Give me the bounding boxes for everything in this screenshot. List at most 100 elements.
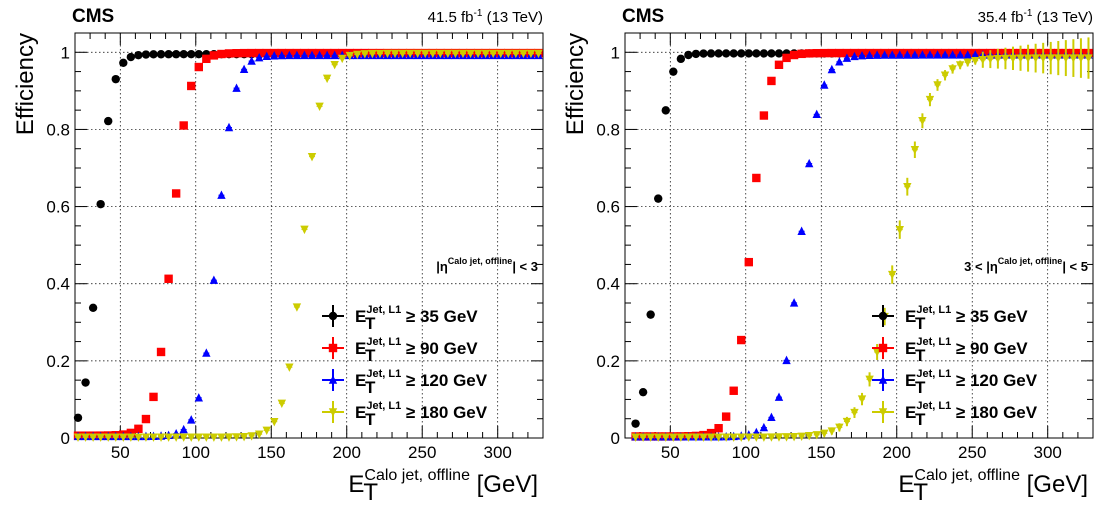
marker xyxy=(217,49,226,59)
series-3 xyxy=(631,37,1093,442)
data-point xyxy=(752,173,761,183)
marker xyxy=(179,433,188,442)
legend-marker xyxy=(328,375,338,384)
marker xyxy=(820,48,829,58)
data-point xyxy=(398,49,407,59)
data-point xyxy=(458,49,468,59)
marker xyxy=(804,158,814,168)
data-point xyxy=(149,433,158,442)
y-tick-label: 0.2 xyxy=(46,352,70,371)
data-point xyxy=(96,199,105,209)
data-point xyxy=(141,50,151,59)
data-point xyxy=(488,49,498,59)
marker xyxy=(375,49,385,59)
marker xyxy=(759,111,769,120)
marker xyxy=(209,275,219,284)
data-point xyxy=(360,50,370,59)
data-point xyxy=(534,49,543,59)
data-point xyxy=(684,50,693,60)
marker xyxy=(164,50,173,59)
data-point xyxy=(232,433,241,442)
data-point xyxy=(767,49,776,58)
marker xyxy=(481,49,490,59)
marker xyxy=(661,433,670,442)
data-point xyxy=(390,49,400,59)
marker xyxy=(654,194,663,203)
legend-label-sub: T xyxy=(365,314,376,333)
marker xyxy=(458,49,468,59)
marker xyxy=(737,335,746,345)
y-axis-title: Efficiency xyxy=(562,33,589,135)
data-point xyxy=(933,50,942,59)
marker xyxy=(141,414,151,424)
data-point xyxy=(684,433,693,442)
data-point xyxy=(804,432,814,441)
marker xyxy=(820,429,829,439)
data-point xyxy=(330,60,339,70)
data-point xyxy=(963,50,972,59)
data-point xyxy=(774,392,784,401)
data-point xyxy=(721,433,731,442)
data-point xyxy=(1016,45,1025,71)
marker xyxy=(752,49,761,58)
marker xyxy=(706,433,716,442)
data-point xyxy=(224,433,234,442)
data-point xyxy=(383,49,392,59)
y-axis-title: Efficiency xyxy=(12,33,39,135)
legend-label: EJet, L1 ≥ 90 GeV xyxy=(355,336,478,358)
data-point xyxy=(918,113,927,129)
data-point xyxy=(676,433,686,442)
marker xyxy=(888,50,897,59)
data-point xyxy=(955,60,965,70)
data-point xyxy=(842,416,852,427)
x-axis: 50 100 150 200 250 300 xyxy=(74,33,544,462)
data-point xyxy=(179,50,188,59)
marker xyxy=(232,49,241,58)
data-point xyxy=(918,50,927,59)
legend-label: EJet, L1 ≥ 35 GeV xyxy=(905,304,1028,326)
marker xyxy=(827,64,837,74)
data-point xyxy=(827,64,837,74)
marker xyxy=(955,50,965,59)
plot-frame xyxy=(624,32,1094,439)
marker xyxy=(880,50,889,59)
marker xyxy=(669,433,678,442)
marker xyxy=(526,49,536,59)
grid-lines xyxy=(75,33,543,438)
x-axis-title-sub: T xyxy=(913,479,928,506)
data-point xyxy=(804,158,814,168)
data-point xyxy=(375,49,385,59)
data-point xyxy=(895,50,904,59)
data-point xyxy=(835,423,844,433)
marker xyxy=(88,433,98,442)
data-point xyxy=(330,50,339,60)
x-tick-label: 250 xyxy=(408,443,436,462)
marker xyxy=(925,95,935,105)
marker xyxy=(646,310,655,319)
marker xyxy=(812,48,821,58)
data-point xyxy=(797,432,806,441)
marker xyxy=(940,71,950,80)
data-point xyxy=(691,49,701,59)
data-point xyxy=(963,58,972,68)
data-point xyxy=(903,50,912,59)
data-point xyxy=(300,50,309,60)
data-point xyxy=(254,53,264,62)
data-point xyxy=(789,432,799,442)
marker xyxy=(638,433,648,442)
data-point xyxy=(345,51,354,61)
marker xyxy=(307,50,317,60)
data-point xyxy=(827,48,837,58)
data-point xyxy=(443,49,453,59)
marker xyxy=(156,347,166,357)
data-point xyxy=(737,49,746,58)
marker xyxy=(390,49,400,59)
marker xyxy=(149,433,158,442)
marker xyxy=(194,50,203,59)
data-point xyxy=(209,275,219,284)
marker xyxy=(986,55,995,64)
x-tick-label: 300 xyxy=(1034,443,1062,462)
data-point xyxy=(872,50,882,59)
